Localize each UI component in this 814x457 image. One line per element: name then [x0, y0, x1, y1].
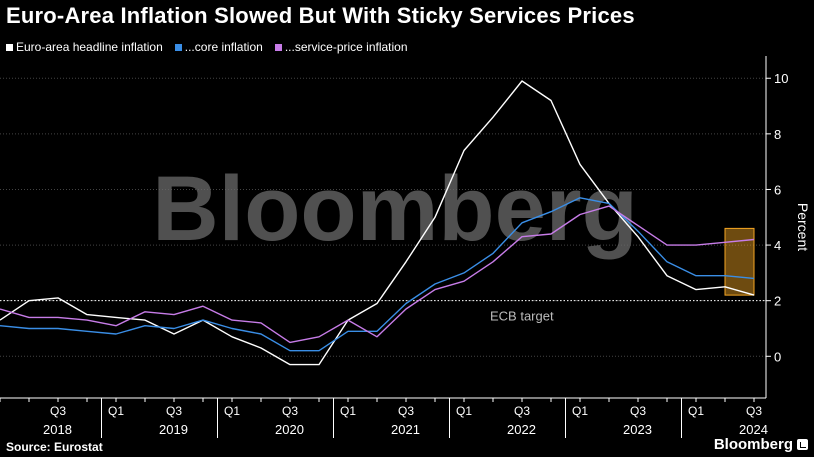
x-tick-label-2020-Q3: Q3: [282, 404, 298, 418]
y-tick-label-8: 8: [774, 127, 781, 142]
x-tick-label-2019-Q1: Q1: [108, 404, 124, 418]
bloomberg-watermark: Bloomberg: [152, 158, 638, 260]
highlight-box: [724, 227, 755, 296]
brand-logo: Bloomberg: [714, 436, 808, 453]
source-note: Source: Eurostat: [6, 440, 103, 454]
series-line-1: [0, 197, 755, 352]
x-tick-label-2020-Q1: Q1: [224, 404, 240, 418]
legend-swatch-services: [274, 43, 282, 51]
y-tick-label-2: 2: [774, 294, 781, 309]
x-tick-label-2021-Q3: Q3: [398, 404, 414, 418]
legend: Euro-area headline inflation ...core inf…: [6, 40, 408, 54]
chart-title: Euro-Area Inflation Slowed But With Stic…: [6, 3, 635, 28]
x-tick-label-2021-Q1: Q1: [340, 404, 356, 418]
y-tick-label-0: 0: [774, 349, 781, 364]
year-label-2020: 2020: [275, 422, 304, 437]
legend-swatch-headline: [6, 43, 13, 51]
legend-swatch-core: [174, 43, 182, 51]
x-tick-label-2018-Q3: Q3: [50, 404, 66, 418]
x-tick-label-2022-Q3: Q3: [514, 404, 530, 418]
x-tick-label-2023-Q1: Q1: [572, 404, 588, 418]
y-tick-label-10: 10: [774, 71, 788, 86]
series-line-2: [0, 205, 755, 344]
year-label-2021: 2021: [391, 422, 420, 437]
ecb-target-label: ECB target: [490, 309, 554, 324]
legend-item-headline: Euro-area headline inflation: [6, 40, 163, 54]
chart-icon: [797, 439, 808, 450]
year-label-2022: 2022: [507, 422, 536, 437]
y-tick-label-4: 4: [774, 238, 781, 253]
legend-label-services: ...service-price inflation: [284, 40, 408, 54]
year-label-2024: 2024: [739, 422, 768, 437]
x-tick-label-2024-Q1: Q1: [688, 404, 704, 418]
year-label-2018: 2018: [43, 422, 72, 437]
legend-label-core: ...core inflation: [184, 40, 263, 54]
legend-item-services: ...service-price inflation: [274, 40, 408, 54]
y-tick-label-6: 6: [774, 182, 781, 197]
brand-name: Bloomberg: [713, 436, 793, 453]
year-label-2019: 2019: [159, 422, 188, 437]
legend-label-headline: Euro-area headline inflation: [16, 40, 163, 54]
year-label-2023: 2023: [623, 422, 652, 437]
legend-item-core: ...core inflation: [174, 40, 263, 54]
x-tick-label-2022-Q1: Q1: [456, 404, 472, 418]
y-axis-label: Percent: [795, 203, 811, 251]
x-tick-label-2024-Q3: Q3: [746, 404, 762, 418]
x-tick-label-2023-Q3: Q3: [630, 404, 646, 418]
series-line-0: [0, 80, 755, 366]
x-tick-label-2019-Q3: Q3: [166, 404, 182, 418]
